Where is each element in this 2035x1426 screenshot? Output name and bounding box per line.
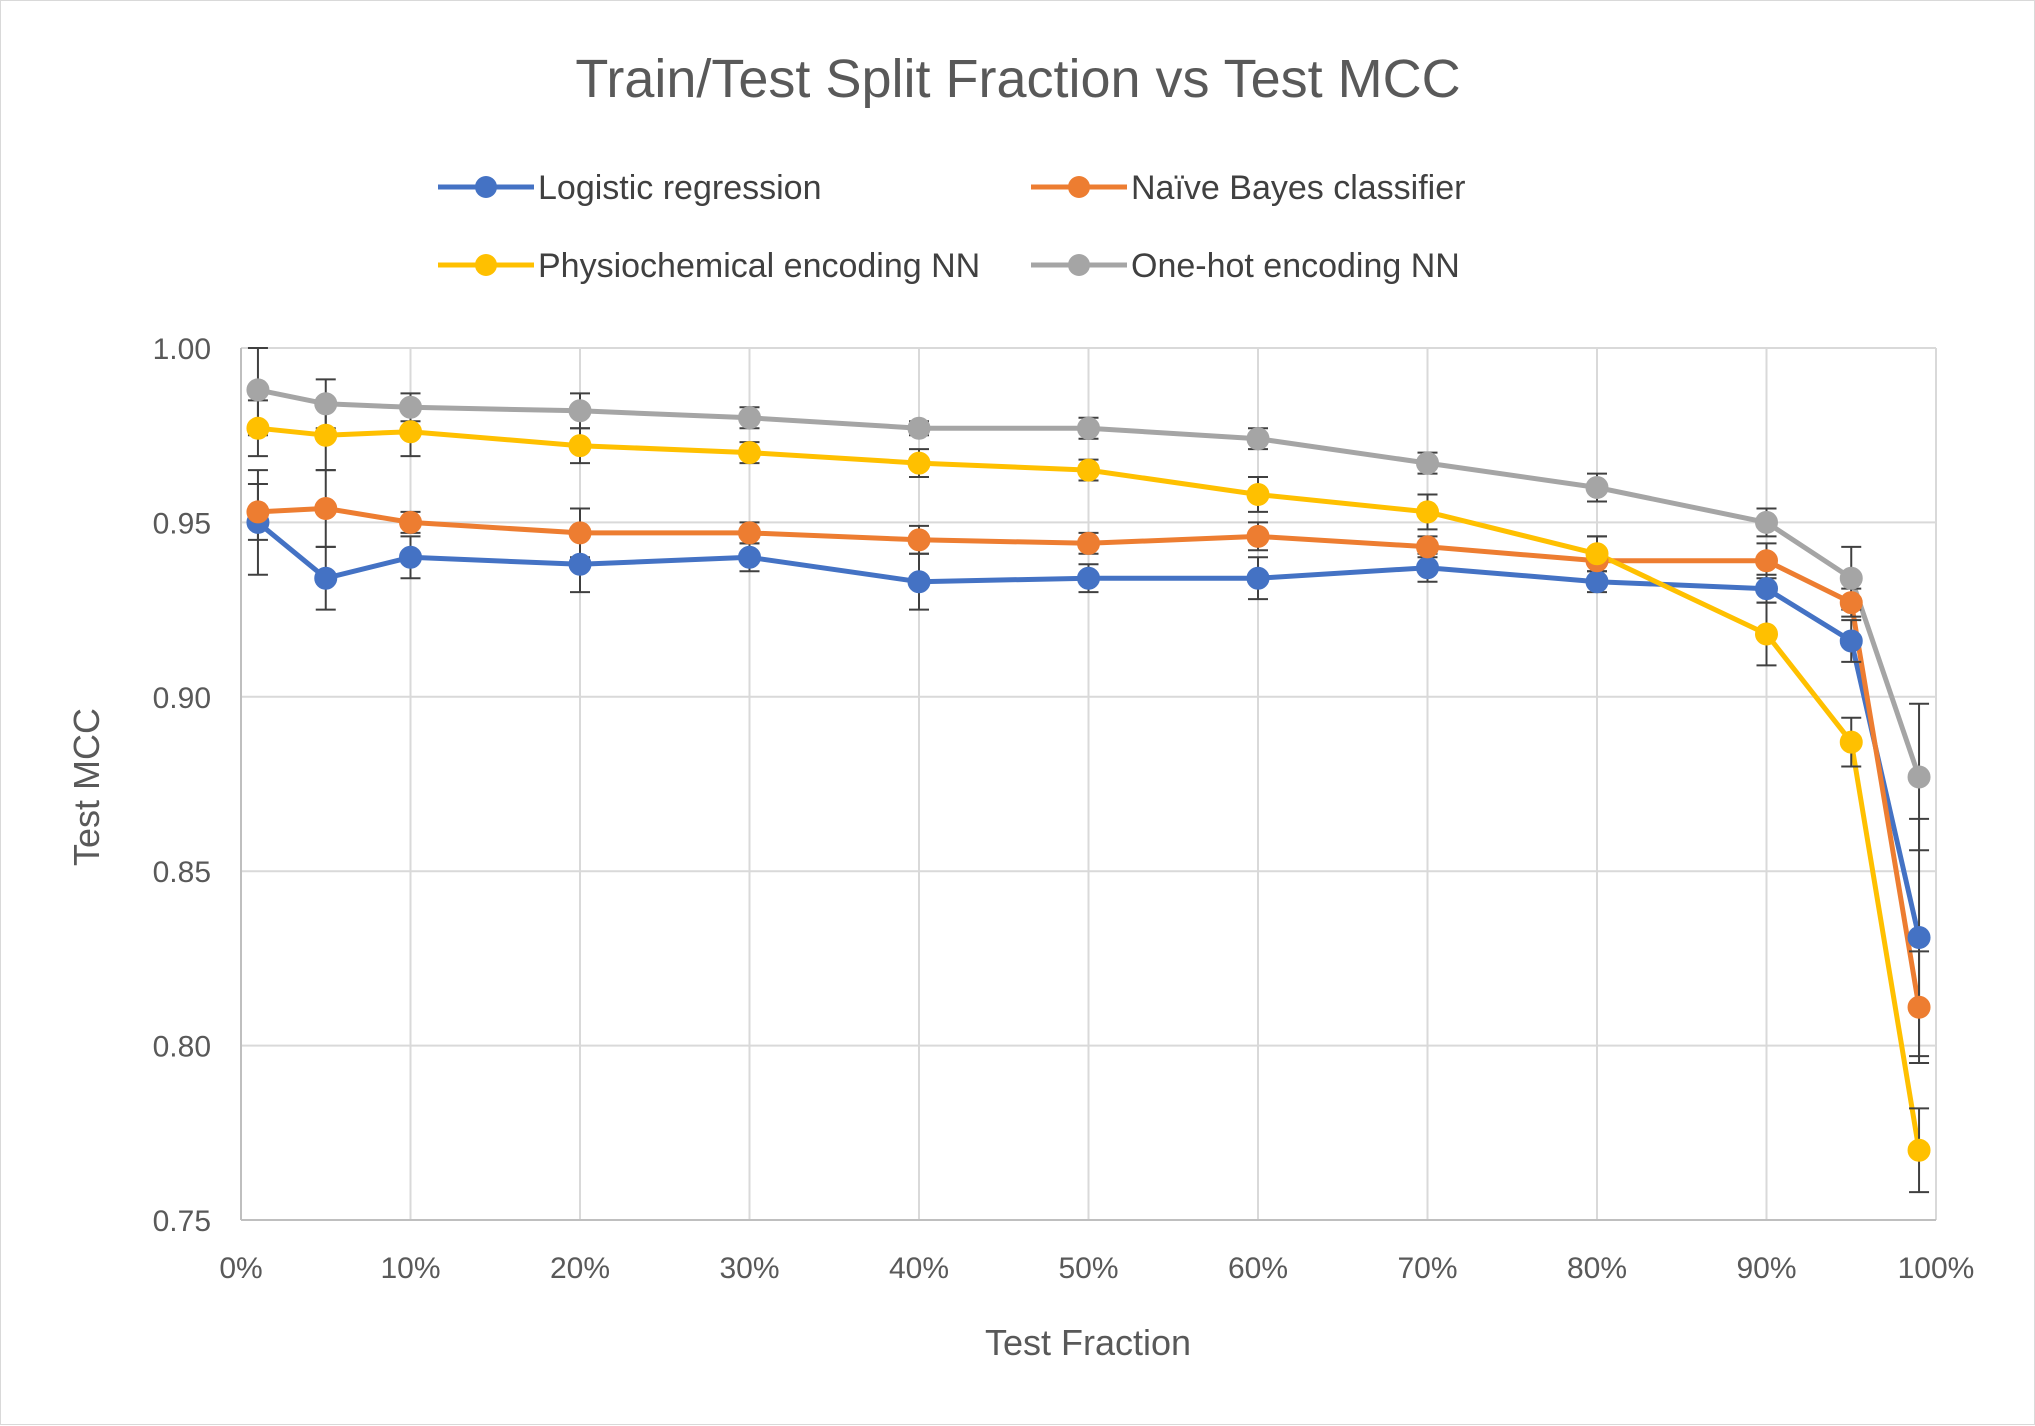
data-point [1585,476,1609,500]
data-point [399,510,422,534]
data-point [1907,765,1931,789]
data-point [907,570,931,594]
data-point [1585,542,1609,566]
data-point [246,500,270,524]
y-tick-label: 1.00 [153,333,211,366]
data-point [738,406,761,430]
x-tick-label: 90% [1736,1252,1796,1285]
data-point [1077,531,1100,555]
legend-item: Logistic regression [438,169,821,207]
y-axis-ticks: 0.75 0.80 0.85 0.90 0.95 1.00 [153,333,211,1238]
x-tick-label: 40% [889,1252,949,1285]
data-point [568,521,592,545]
legend-marker [475,176,497,198]
data-point [1755,577,1778,601]
chart-title: Train/Test Split Fraction vs Test MCC [575,49,1460,109]
data-point [568,399,592,423]
data-point [1839,591,1863,615]
data-point [1246,524,1270,548]
legend-marker [1068,176,1090,198]
legend-marker [475,254,497,276]
data-point [1755,549,1778,573]
legend-item: Physiochemical encoding NN [438,247,980,285]
data-point [568,434,592,458]
data-point [1907,995,1931,1019]
data-point [1077,458,1100,482]
data-point [738,521,761,545]
legend-label: One-hot encoding NN [1131,247,1460,285]
legend-marker [1068,254,1090,276]
data-point [246,416,270,440]
legend-label: Naïve Bayes classifier [1131,169,1465,207]
x-tick-label: 20% [550,1252,610,1285]
y-tick-label: 0.95 [153,507,211,540]
data-point [1246,566,1270,590]
y-tick-label: 0.85 [153,856,211,889]
data-point [1585,570,1609,594]
y-tick-label: 0.80 [153,1031,211,1064]
data-point [399,545,422,569]
data-point [1246,427,1270,451]
x-tick-label: 70% [1397,1252,1457,1285]
data-point [314,566,338,590]
data-point [907,416,931,440]
legend-item: One-hot encoding NN [1031,247,1460,285]
data-point [1416,535,1439,559]
data-point [399,395,422,419]
x-tick-label: 50% [1058,1252,1118,1285]
legend: Logistic regression Naïve Bayes classifie… [438,169,1465,285]
data-point [738,441,761,465]
data-point [1907,925,1931,949]
data-point [1416,500,1439,524]
data-point [1077,566,1100,590]
data-point [314,496,338,520]
data-point [1416,451,1439,475]
gridlines [240,347,1937,1221]
x-tick-label: 100% [1898,1252,1975,1285]
data-point [568,552,592,576]
y-tick-label: 0.75 [153,1205,211,1238]
data-points [246,378,1931,1162]
data-point [399,420,422,444]
data-point [314,392,338,416]
legend-label: Physiochemical encoding NN [538,247,980,285]
data-point [1839,629,1863,653]
legend-label: Logistic regression [538,169,821,207]
data-point [738,545,761,569]
y-tick-label: 0.90 [153,682,211,715]
x-tick-label: 80% [1567,1252,1627,1285]
x-tick-label: 10% [380,1252,440,1285]
data-point [1755,622,1778,646]
x-axis-title: Test Fraction [985,1322,1191,1363]
x-axis-ticks: 0% 10% 20% 30% 40% 50% 60% 70% 80% 90% 100% [219,1252,1974,1285]
data-point [1416,556,1439,580]
data-point [1077,416,1100,440]
data-point [1839,730,1863,754]
data-point [907,451,931,475]
legend-item: Naïve Bayes classifier [1031,169,1465,207]
data-point [1755,510,1778,534]
x-tick-label: 60% [1228,1252,1288,1285]
data-point [907,528,931,552]
data-point [1907,1138,1931,1162]
data-point [246,378,270,402]
data-point [1246,482,1270,506]
data-point [1839,566,1863,590]
x-tick-label: 0% [219,1252,262,1285]
y-axis-title: Test MCC [66,708,107,866]
x-tick-label: 30% [719,1252,779,1285]
data-point [314,423,338,447]
